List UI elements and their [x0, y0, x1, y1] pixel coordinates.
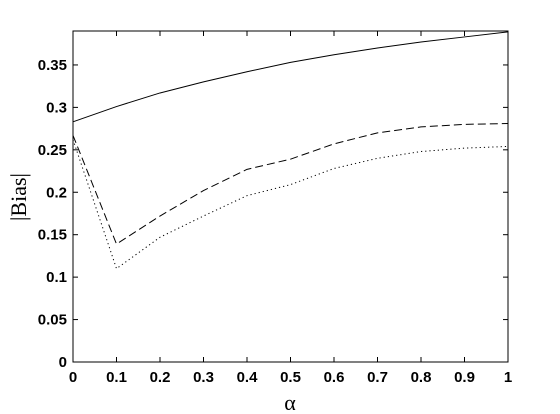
x-tick-label: 0.6 — [324, 369, 345, 386]
x-tick-label: 0.3 — [193, 369, 214, 386]
ticks-layer: 0 0.1 0.2 0.3 0.4 0.5 0.6 0.7 0.8 0.9 1 0 0.05 0.1 0.1… — [38, 31, 512, 386]
x-tick-label: 0 — [69, 369, 77, 386]
series-layer — [72, 31, 509, 270]
x-tick-label: 0.5 — [280, 369, 301, 386]
series-line-dashed — [72, 123, 509, 245]
y-tick-label: 0.2 — [46, 184, 67, 201]
y-tick-label: 0.1 — [46, 269, 67, 286]
series-line-solid — [72, 31, 509, 123]
x-tick-label: 0.1 — [106, 369, 127, 386]
y-tick-label: 0.3 — [46, 99, 67, 116]
plot-area — [72, 30, 509, 363]
x-tick-label: 1 — [504, 369, 512, 386]
x-tick-label: 0.7 — [367, 369, 388, 386]
y-tick-label: 0.35 — [38, 57, 67, 74]
x-tick-label: 0.2 — [150, 369, 171, 386]
y-tick-label: 0.25 — [38, 142, 67, 159]
x-axis-title: α — [284, 390, 296, 414]
y-axis-title: |Bias| — [6, 173, 31, 221]
y-tick-label: 0 — [59, 354, 67, 371]
y-tick-label: 0.15 — [38, 227, 67, 244]
x-tick-label: 0.8 — [411, 369, 432, 386]
y-tick-label: 0.05 — [38, 312, 67, 329]
x-tick-label: 0.4 — [237, 369, 259, 386]
x-tick-label: 0.9 — [454, 369, 475, 386]
